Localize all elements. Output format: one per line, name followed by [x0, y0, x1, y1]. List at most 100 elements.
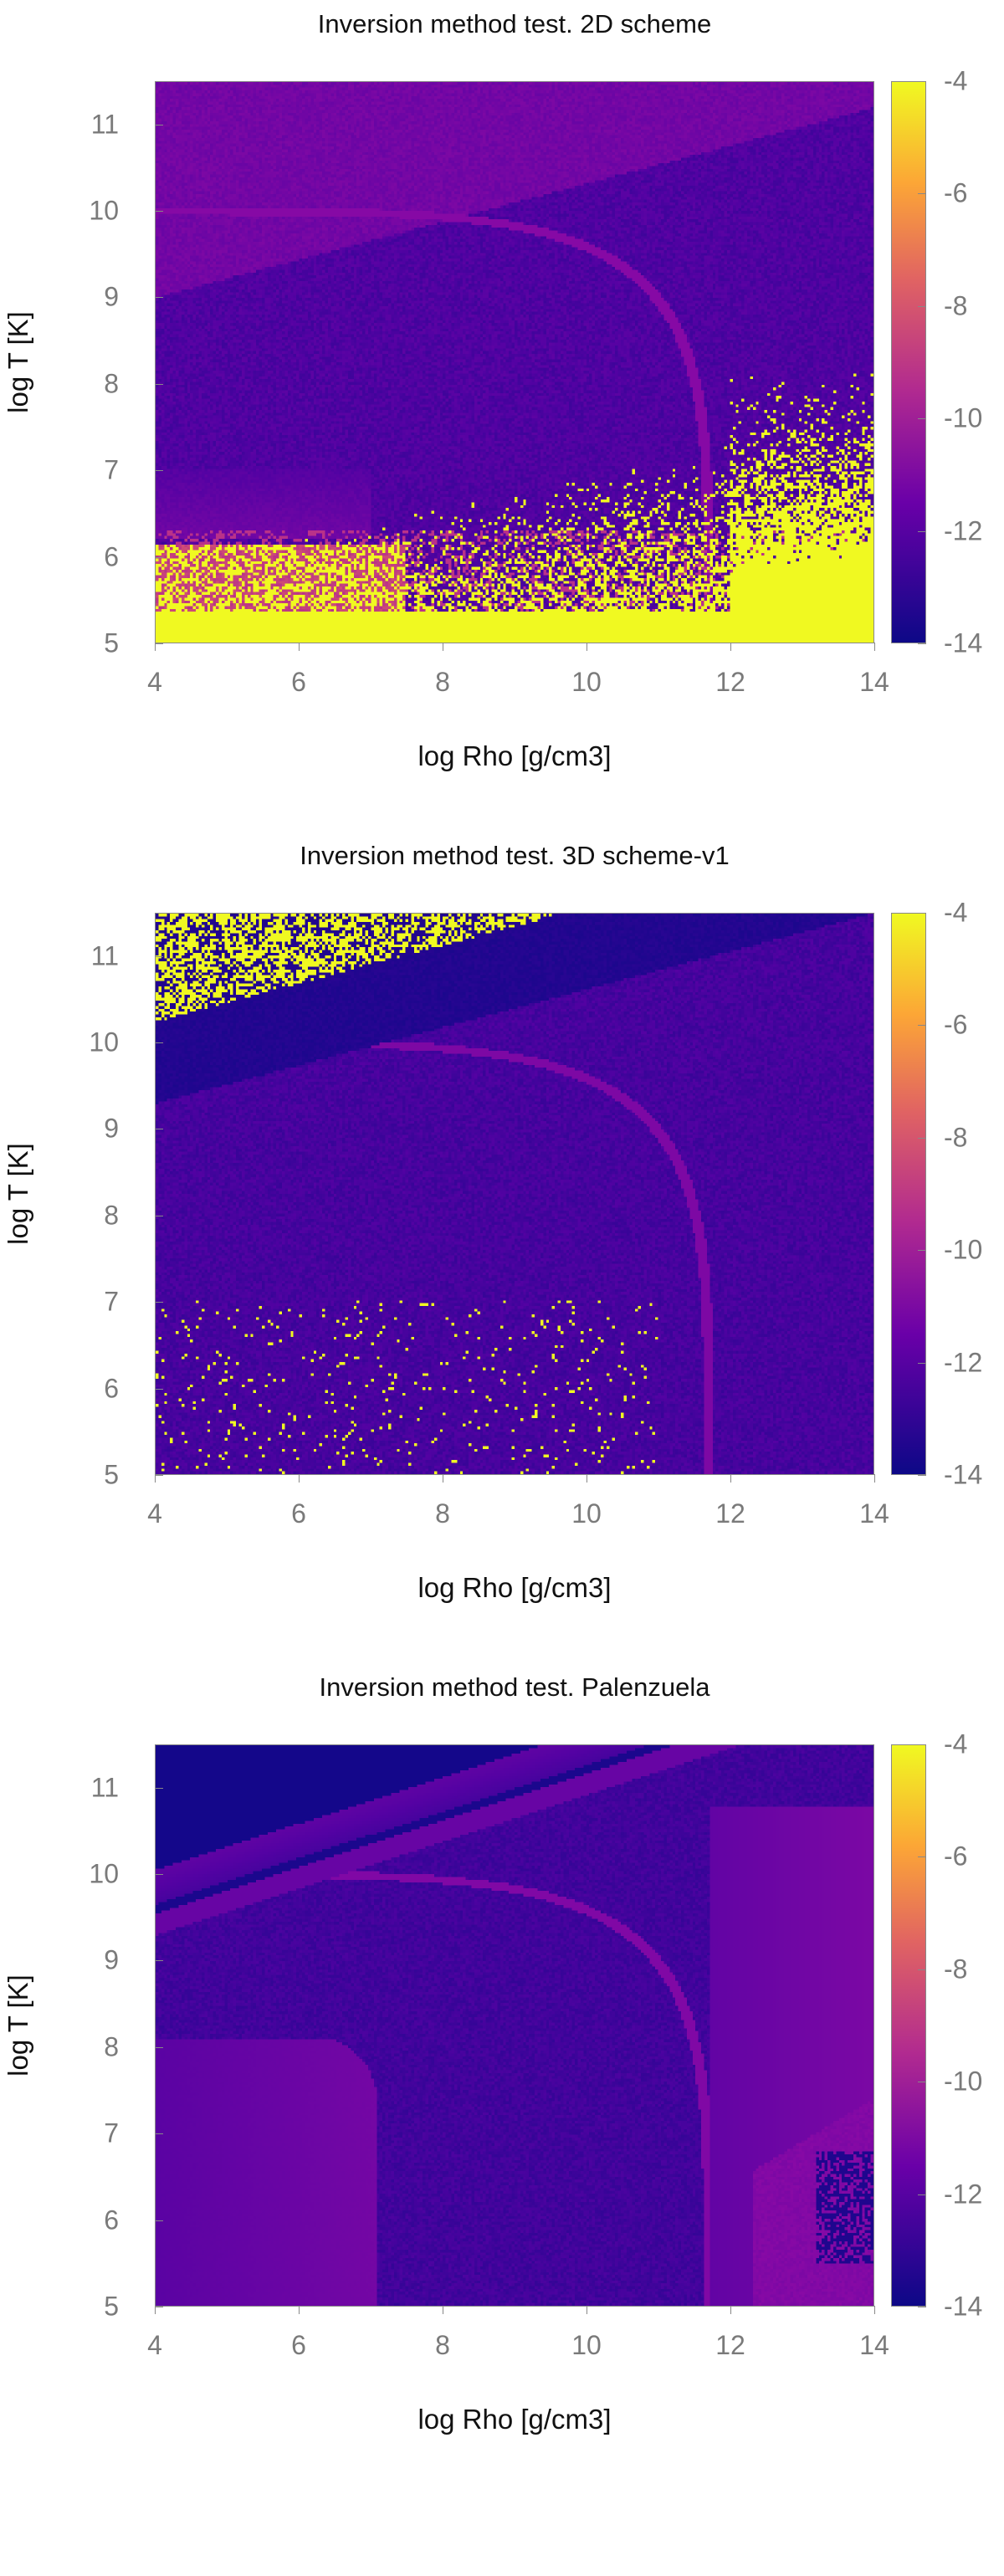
y-tick-mark: [155, 643, 163, 644]
colorbar-tick-mark: [918, 643, 926, 644]
x-tick-label: 6: [291, 667, 306, 697]
colorbar-tick-label: -10: [944, 2066, 983, 2097]
x-tick-label: 10: [571, 2330, 602, 2360]
colorbar-tick-label: -8: [944, 290, 968, 321]
colorbar-tick-mark: [918, 305, 926, 307]
y-tick-label: 11: [90, 940, 119, 971]
colorbar-tick-label: -10: [944, 1234, 983, 1265]
colorbar-tick-label: -6: [944, 1841, 968, 1872]
x-tick-mark: [730, 643, 731, 651]
y-tick-mark: [155, 1787, 163, 1789]
chart-title: Inversion method test. 2D scheme: [317, 9, 712, 38]
x-axis-label: log Rho [g/cm3]: [417, 740, 612, 771]
x-axis-label: log Rho [g/cm3]: [417, 2404, 612, 2435]
y-tick-label: 9: [104, 281, 119, 312]
chart-title: Inversion method test. 3D scheme-v1: [300, 841, 730, 870]
colorbar-tick-mark: [918, 1475, 926, 1476]
y-tick-label: 11: [90, 1772, 119, 1803]
colorbar-tick-mark: [918, 1744, 926, 1745]
x-tick-mark: [874, 1474, 875, 1483]
x-tick-mark: [299, 1474, 300, 1483]
y-tick-mark: [155, 2133, 163, 2135]
x-tick-mark: [155, 2306, 156, 2314]
chart-panel: Inversion method test. 3D scheme-v1 log R…: [0, 841, 1004, 1744]
x-tick-label: 14: [859, 667, 889, 697]
heatmap-plot-area: [155, 913, 874, 1475]
x-tick-label: 14: [859, 1498, 889, 1529]
y-tick-label: 10: [89, 1858, 119, 1889]
x-tick-label: 10: [571, 667, 602, 697]
y-tick-label: 10: [89, 1027, 119, 1058]
y-tick-mark: [155, 1960, 163, 1962]
y-tick-label: 7: [104, 1286, 119, 1317]
x-tick-mark: [874, 2306, 875, 2314]
chart-panel: Inversion method test. Palenzuela log Rho…: [0, 1672, 1004, 2576]
colorbar-tick-label: -12: [944, 1347, 983, 1378]
x-tick-label: 12: [715, 2330, 745, 2360]
colorbar-tick-mark: [918, 193, 926, 195]
heatmap-image: [156, 82, 873, 643]
heatmap-plot-area: [155, 81, 874, 643]
colorbar-tick-label: -8: [944, 1954, 968, 1984]
colorbar: [891, 81, 926, 643]
colorbar-tick-mark: [918, 1856, 926, 1858]
y-tick-label: 6: [104, 1373, 119, 1404]
colorbar-tick-mark: [918, 1250, 926, 1252]
x-tick-mark: [155, 1474, 156, 1483]
y-tick-mark: [155, 211, 163, 213]
colorbar-tick-mark: [918, 1362, 926, 1364]
colorbar-tick-label: -4: [944, 1728, 968, 1759]
chart-panel: Inversion method test. 2D scheme log Rho …: [0, 9, 1004, 913]
colorbar-tick-mark: [918, 1969, 926, 1970]
y-tick-mark: [155, 2220, 163, 2221]
x-tick-label: 4: [147, 1498, 162, 1529]
colorbar: [891, 1744, 926, 2307]
y-tick-label: 8: [104, 1200, 119, 1231]
colorbar-tick-mark: [918, 1025, 926, 1027]
y-tick-mark: [155, 470, 163, 472]
heatmap-image: [156, 1745, 873, 2306]
x-tick-label: 14: [859, 2330, 889, 2360]
colorbar-tick-label: -14: [944, 2291, 983, 2322]
x-tick-label: 12: [715, 1498, 745, 1529]
x-tick-mark: [299, 643, 300, 651]
colorbar-tick-mark: [918, 81, 926, 82]
colorbar-tick-label: -6: [944, 1009, 968, 1040]
y-tick-label: 7: [104, 2118, 119, 2148]
y-axis-label: log T [K]: [3, 1974, 33, 2077]
x-tick-label: 4: [147, 2330, 162, 2360]
x-tick-mark: [730, 1474, 731, 1483]
y-tick-mark: [155, 556, 163, 558]
heatmap-plot-area: [155, 1744, 874, 2307]
colorbar-tick-label: -8: [944, 1122, 968, 1153]
colorbar: [891, 913, 926, 1475]
y-tick-mark: [155, 297, 163, 299]
y-tick-mark: [155, 1388, 163, 1390]
colorbar-tick-label: -12: [944, 515, 983, 546]
colorbar-tick-label: -14: [944, 1459, 983, 1490]
y-axis-label: log T [K]: [3, 1143, 33, 1245]
colorbar-tick-mark: [918, 1137, 926, 1139]
x-tick-label: 4: [147, 667, 162, 697]
y-tick-label: 7: [104, 454, 119, 485]
y-tick-mark: [155, 955, 163, 957]
y-tick-label: 9: [104, 1944, 119, 1975]
colorbar-tick-label: -6: [944, 177, 968, 208]
x-tick-label: 12: [715, 667, 745, 697]
y-tick-label: 6: [104, 2205, 119, 2235]
heatmap-image: [156, 914, 873, 1474]
y-tick-label: 5: [104, 627, 119, 658]
x-tick-mark: [299, 2306, 300, 2314]
y-axis-label: log T [K]: [3, 311, 33, 413]
y-tick-mark: [155, 1475, 163, 1476]
colorbar-tick-mark: [918, 530, 926, 532]
y-tick-label: 5: [104, 2291, 119, 2322]
y-tick-label: 5: [104, 1459, 119, 1490]
x-tick-label: 10: [571, 1498, 602, 1529]
x-tick-label: 8: [435, 667, 450, 697]
y-tick-mark: [155, 383, 163, 385]
x-tick-label: 6: [291, 2330, 306, 2360]
x-tick-mark: [874, 643, 875, 651]
y-tick-label: 8: [104, 368, 119, 399]
y-tick-label: 9: [104, 1113, 119, 1144]
